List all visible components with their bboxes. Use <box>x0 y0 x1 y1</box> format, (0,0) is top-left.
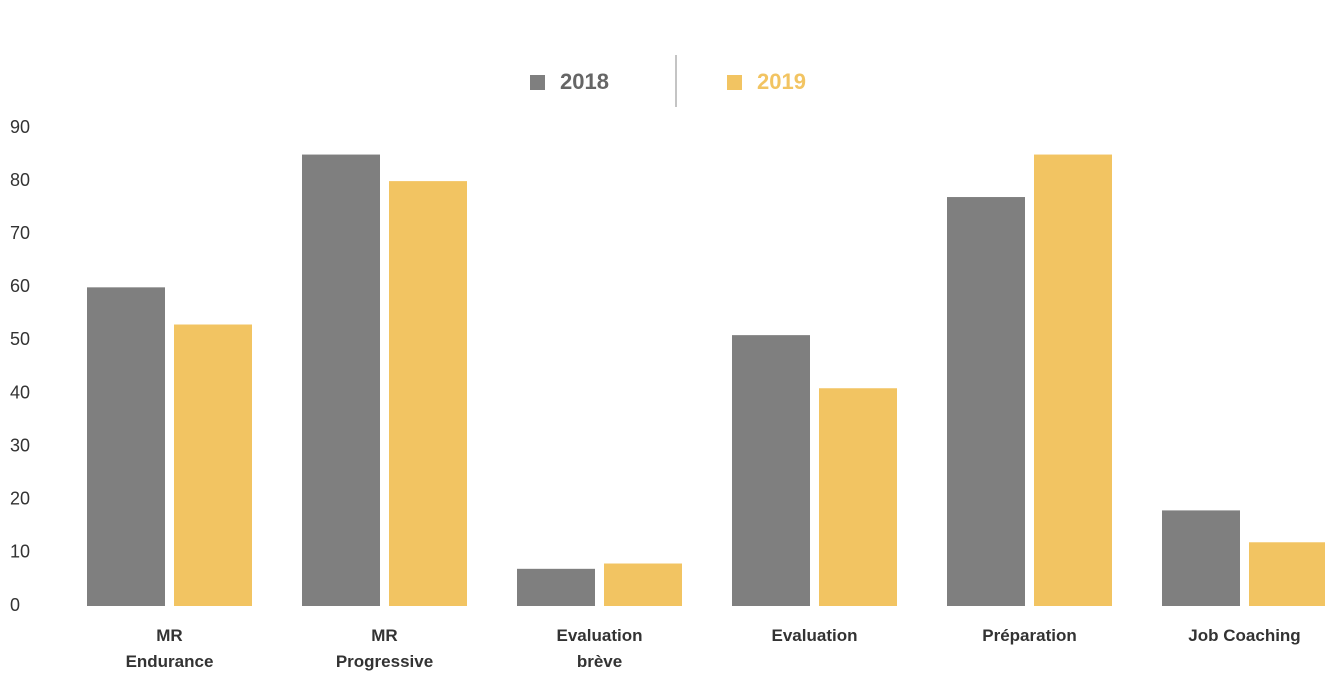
y-tick-label: 80 <box>10 170 30 190</box>
bar <box>389 181 467 606</box>
legend-label: 2019 <box>757 69 806 94</box>
bar <box>819 388 897 606</box>
bar <box>517 568 595 606</box>
y-tick-label: 40 <box>10 382 30 402</box>
x-tick-label: MR Progressive <box>335 626 434 671</box>
x-tick-label: MR Endurance <box>125 626 214 671</box>
bar <box>87 287 165 606</box>
bar <box>1249 542 1325 606</box>
y-tick-label: 20 <box>10 489 30 509</box>
y-tick-label: 90 <box>10 117 30 137</box>
y-tick-label: 60 <box>10 276 30 296</box>
bar <box>1162 510 1240 606</box>
x-tick-label: Job Coaching <box>1188 626 1301 645</box>
bar <box>604 563 682 606</box>
legend-label: 2018 <box>560 69 609 94</box>
legend-swatch <box>727 75 742 90</box>
bar <box>174 324 252 606</box>
bar <box>302 154 380 607</box>
x-tick-label: Evaluation <box>771 626 858 645</box>
bar <box>947 197 1025 607</box>
x-tick-label: Evaluation brève <box>556 626 643 671</box>
legend-swatch <box>530 75 545 90</box>
y-tick-label: 30 <box>10 435 30 455</box>
bar <box>732 335 810 606</box>
x-tick-label: Préparation <box>982 626 1077 645</box>
y-tick-label: 10 <box>10 542 30 562</box>
y-tick-label: 50 <box>10 329 30 349</box>
bar <box>1034 154 1112 607</box>
y-tick-label: 70 <box>10 223 30 243</box>
y-tick-label: 0 <box>10 595 20 615</box>
